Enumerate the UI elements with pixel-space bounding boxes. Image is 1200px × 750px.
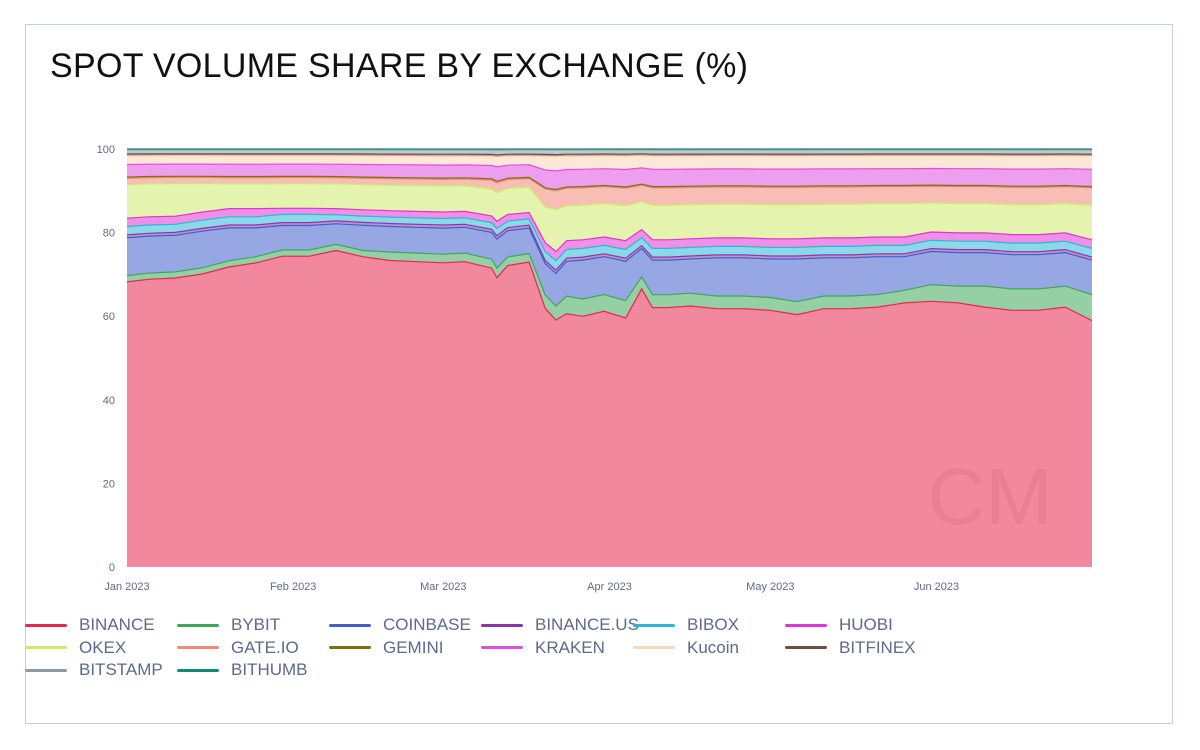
area-bybit bbox=[127, 244, 1092, 321]
area-huobi bbox=[127, 208, 1092, 261]
y-tick-label: 40 bbox=[103, 395, 115, 407]
chart-title: SPOT VOLUME SHARE BY EXCHANGE (%) bbox=[50, 47, 749, 85]
legend-swatch bbox=[633, 623, 675, 627]
area-kucoin bbox=[127, 155, 1092, 171]
legend-item-bithumb[interactable]: BITHUMB bbox=[177, 659, 308, 681]
legend-label: Kucoin bbox=[687, 637, 739, 657]
line-kucoin bbox=[126, 155, 1093, 158]
legend-item-kraken[interactable]: KRAKEN bbox=[481, 637, 605, 659]
line-huobi bbox=[126, 207, 1093, 253]
legend-item-okex[interactable]: OKEX bbox=[25, 637, 126, 659]
line-bybit bbox=[126, 243, 1093, 307]
legend-label: BITFINEX bbox=[839, 637, 916, 657]
y-axis-ticks: 0 20 40 60 80 100 bbox=[97, 144, 115, 574]
line-coinbase bbox=[126, 223, 1093, 275]
area-coinbase bbox=[127, 223, 1092, 306]
legend-label: BINANCE bbox=[79, 615, 155, 634]
line-binance bbox=[126, 249, 1093, 322]
area-gate-io bbox=[127, 177, 1092, 210]
legend-item-bitstamp[interactable]: BITSTAMP bbox=[25, 659, 163, 681]
legend-item-bybit[interactable]: BYBIT bbox=[177, 614, 280, 636]
legend-label: HUOBI bbox=[839, 615, 893, 634]
legend-swatch bbox=[785, 646, 827, 649]
legend-label: GATE.IO bbox=[231, 637, 299, 657]
legend-swatch bbox=[329, 646, 371, 649]
legend-label: COINBASE bbox=[383, 615, 471, 634]
y-tick-label: 0 bbox=[109, 562, 115, 574]
legend-swatch bbox=[25, 623, 67, 627]
area-binance bbox=[127, 250, 1092, 567]
legend-swatch bbox=[25, 646, 67, 649]
legend-label: BINANCE.US bbox=[535, 615, 639, 634]
legend-item-bitfinex[interactable]: BITFINEX bbox=[785, 637, 916, 659]
legend-label: OKEX bbox=[79, 637, 127, 657]
x-tick-label: Jun 2023 bbox=[914, 581, 959, 593]
legend-item-huobi[interactable]: HUOBI bbox=[785, 614, 893, 636]
legend-item-gemini[interactable]: GEMINI bbox=[329, 637, 443, 659]
legend-swatch bbox=[329, 623, 371, 627]
legend-swatch bbox=[481, 623, 523, 627]
y-tick-label: 20 bbox=[103, 478, 115, 490]
line-bitfinex bbox=[126, 153, 1093, 156]
legend-item-kucoin[interactable]: Kucoin bbox=[633, 637, 739, 659]
series-lines bbox=[126, 148, 1093, 322]
series-areas bbox=[127, 149, 1092, 567]
legend-label: BITHUMB bbox=[231, 660, 308, 679]
x-tick-label: May 2023 bbox=[746, 581, 794, 593]
x-tick-label: Apr 2023 bbox=[587, 581, 632, 593]
x-axis-ticks: Jan 2023 Feb 2023 Mar 2023 Apr 2023 May 2023… bbox=[104, 581, 959, 593]
x-tick-label: Mar 2023 bbox=[420, 581, 466, 593]
legend-swatch bbox=[177, 668, 219, 672]
area-okex bbox=[127, 183, 1092, 252]
x-tick-label: Feb 2023 bbox=[270, 581, 316, 593]
line-gate-io bbox=[126, 176, 1093, 192]
legend-item-gate-io[interactable]: GATE.IO bbox=[177, 637, 299, 659]
legend-label: BITSTAMP bbox=[79, 660, 163, 679]
legend-label: GEMINI bbox=[383, 637, 444, 657]
y-tick-label: 100 bbox=[97, 144, 115, 156]
legend-swatch bbox=[481, 646, 523, 649]
legend-swatch bbox=[177, 646, 219, 649]
line-kraken bbox=[126, 163, 1093, 172]
legend-label: KRAKEN bbox=[535, 637, 605, 657]
legend-swatch bbox=[25, 668, 67, 672]
line-gemini bbox=[126, 175, 1093, 191]
legend-swatch bbox=[633, 646, 675, 649]
legend-swatch bbox=[177, 623, 219, 627]
y-tick-label: 60 bbox=[103, 311, 115, 323]
legend-label: BYBIT bbox=[231, 615, 281, 634]
legend-item-coinbase[interactable]: COINBASE bbox=[329, 614, 471, 636]
legend-label: BIBOX bbox=[687, 615, 739, 634]
legend-item-binance[interactable]: BINANCE bbox=[25, 614, 155, 636]
legend-item-binance-us[interactable]: BINANCE.US bbox=[481, 614, 639, 636]
legend-item-bibox[interactable]: BIBOX bbox=[633, 614, 739, 636]
y-tick-label: 80 bbox=[103, 228, 115, 240]
area-bibox bbox=[127, 214, 1092, 271]
legend-swatch bbox=[785, 623, 827, 627]
line-bibox bbox=[126, 213, 1093, 262]
line-okex bbox=[126, 183, 1093, 211]
x-tick-label: Jan 2023 bbox=[104, 581, 149, 593]
line-binance-us bbox=[126, 220, 1093, 272]
area-kraken bbox=[127, 164, 1092, 190]
